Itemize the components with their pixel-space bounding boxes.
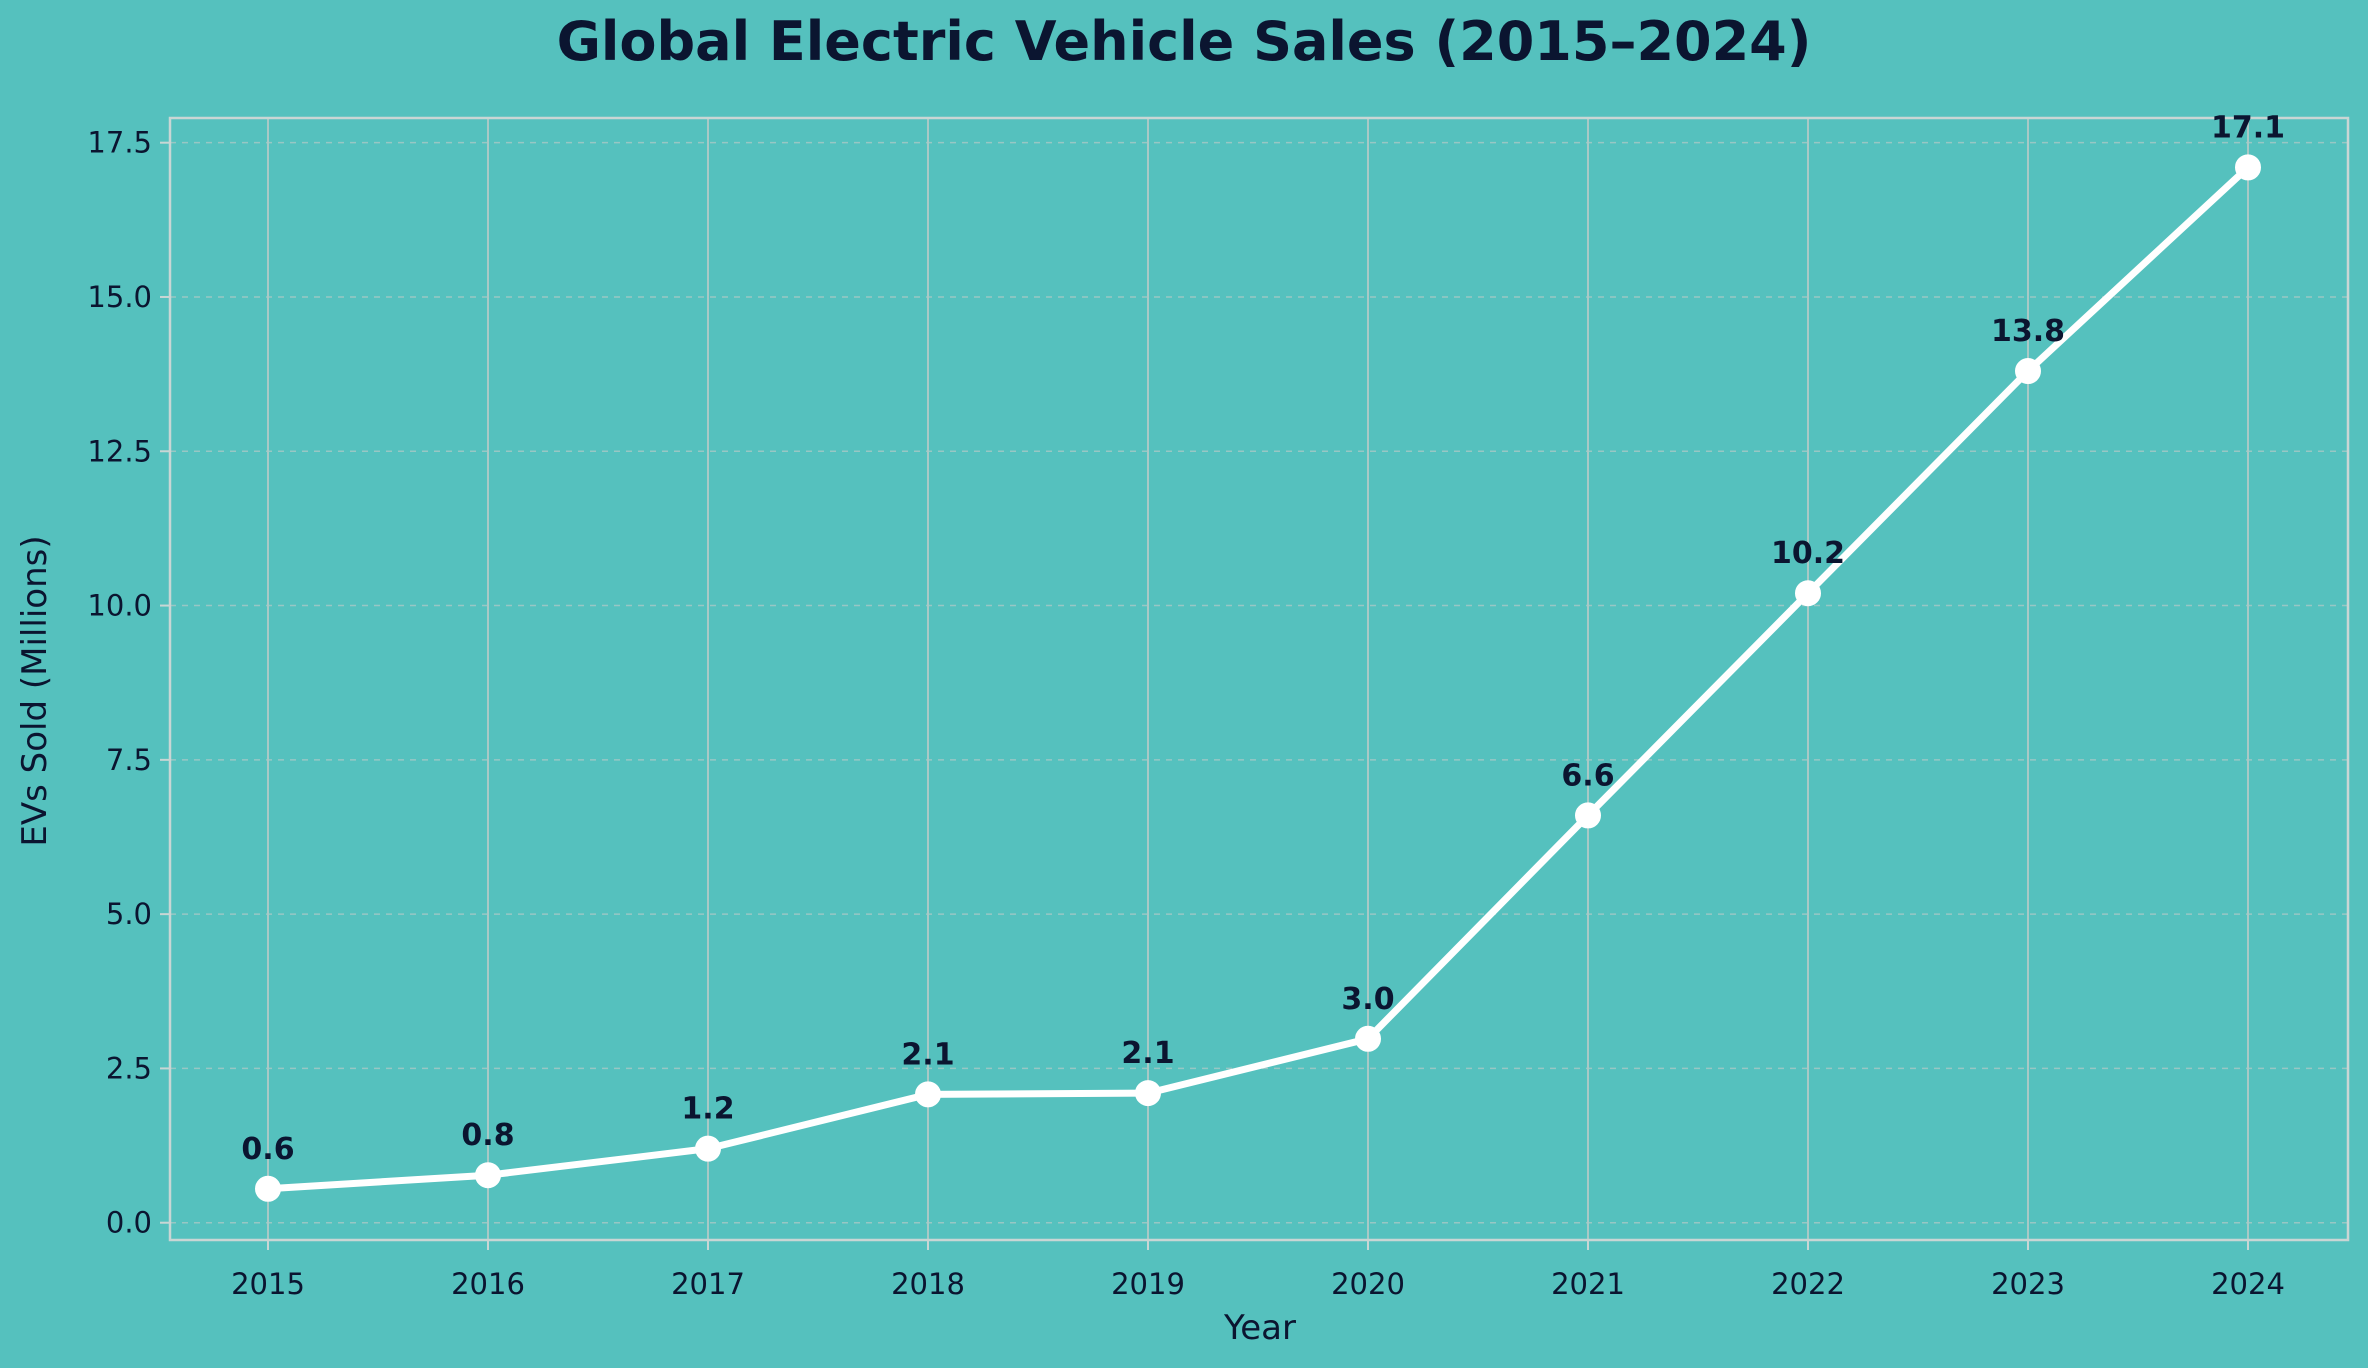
data-label-2018: 2.1	[901, 1037, 954, 1072]
data-point-2018	[915, 1081, 941, 1108]
data-label-2016: 0.8	[461, 1118, 514, 1153]
x-tick-label: 2022	[1771, 1267, 1845, 1301]
plot-frame	[168, 116, 2350, 1242]
data-point-2017	[695, 1135, 721, 1162]
data-label-2019: 2.1	[1121, 1036, 1174, 1071]
data-point-2024	[2235, 154, 2261, 181]
data-point-2016	[475, 1162, 501, 1189]
series-line-ev-sales	[264, 163, 2252, 1193]
data-point-2022	[1795, 580, 1821, 607]
series-layer	[255, 154, 2261, 1202]
y-tick-label: 7.5	[106, 743, 152, 777]
y-tick-label: 12.5	[87, 434, 152, 468]
data-label-2015: 0.6	[241, 1132, 294, 1167]
x-tick-label: 2020	[1331, 1267, 1405, 1301]
y-tick-label: 17.5	[87, 126, 152, 160]
y-tick-label: 10.0	[87, 589, 152, 623]
data-point-2019	[1135, 1080, 1161, 1107]
data-labels: 0.6 0.8 1.2 2.1 2.1 3.0 6.6 10.2 13.8 17.1	[241, 110, 2285, 1166]
x-tick-label: 2019	[1111, 1267, 1185, 1301]
x-tick-label: 2016	[451, 1267, 525, 1301]
x-tick-label: 2023	[1991, 1267, 2065, 1301]
x-tick-label: 2018	[891, 1267, 965, 1301]
axes: 0.0 2.5 5.0 7.5 10.0 12.5 15.0 17.5 2015 2016 2017…	[87, 116, 2350, 1301]
x-tick-label: 2021	[1551, 1267, 1625, 1301]
data-point-2023	[2015, 358, 2041, 385]
data-label-2017: 1.2	[681, 1092, 734, 1127]
data-label-2024: 17.1	[2211, 110, 2285, 145]
data-point-2021	[1575, 802, 1601, 829]
data-point-2020	[1355, 1025, 1381, 1052]
data-label-2022: 10.2	[1771, 536, 1845, 571]
y-tick-label: 2.5	[106, 1051, 152, 1085]
grid-lines	[170, 118, 2348, 1240]
y-axis-label: EVs Sold (Millions)	[15, 535, 55, 846]
y-tick-label: 15.0	[87, 280, 152, 314]
x-axis-label: Year	[1223, 1308, 1296, 1348]
x-tick-label: 2024	[2211, 1267, 2285, 1301]
x-tick-label: 2017	[671, 1267, 745, 1301]
data-label-2020: 3.0	[1341, 982, 1394, 1017]
data-label-2023: 13.8	[1991, 314, 2065, 349]
y-tick-label: 5.0	[106, 897, 152, 931]
chart-title: Global Electric Vehicle Sales (2015–2024…	[557, 10, 1812, 73]
y-tick-label: 0.0	[106, 1206, 152, 1240]
data-point-2015	[255, 1175, 281, 1202]
x-tick-label: 2015	[231, 1267, 305, 1301]
data-label-2021: 6.6	[1561, 758, 1614, 793]
